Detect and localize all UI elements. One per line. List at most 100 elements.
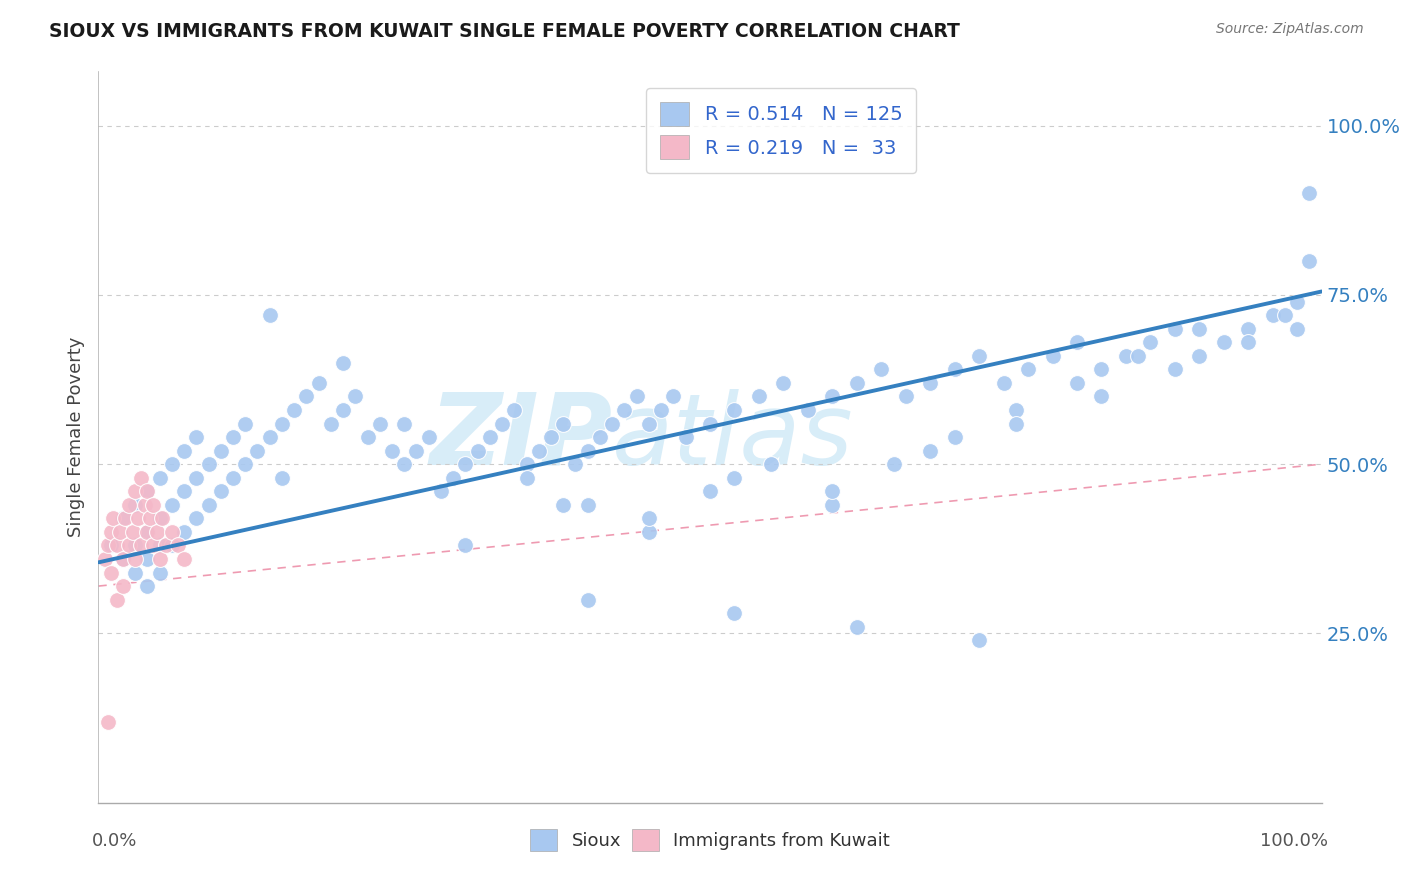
Point (118, 498, 141, 512)
Point (124, 498, 146, 512)
Point (553, 417, 575, 431)
Point (160, 538, 183, 552)
Point (121, 524, 143, 539)
Point (344, 389, 367, 403)
Point (894, 389, 917, 403)
Point (515, 457, 537, 471)
Point (222, 471, 245, 485)
Point (160, 457, 183, 471)
Point (1274, 308, 1296, 322)
Point (111, 552, 134, 566)
Point (149, 538, 172, 552)
Text: Source: ZipAtlas.com: Source: ZipAtlas.com (1216, 22, 1364, 37)
Point (186, 471, 208, 485)
Point (114, 511, 136, 525)
Point (576, 592, 599, 607)
Point (283, 403, 305, 417)
Point (136, 552, 159, 566)
Point (761, 457, 783, 471)
Point (134, 498, 156, 512)
Point (105, 538, 128, 552)
Text: 100.0%: 100.0% (1260, 832, 1327, 850)
Point (1261, 308, 1284, 322)
Point (600, 417, 623, 431)
Point (723, 471, 745, 485)
Point (160, 524, 183, 539)
Point (626, 389, 648, 403)
Point (845, 620, 868, 634)
Point (124, 566, 146, 580)
Point (967, 633, 990, 648)
Point (967, 349, 990, 363)
Point (100, 566, 122, 580)
Point (136, 524, 159, 539)
Point (748, 389, 770, 403)
Point (381, 443, 404, 458)
Point (1004, 403, 1026, 417)
Point (1188, 349, 1211, 363)
Point (845, 376, 868, 390)
Point (1090, 362, 1112, 376)
Point (149, 566, 172, 580)
Point (111, 579, 134, 593)
Legend: Sioux, Immigrants from Kuwait: Sioux, Immigrants from Kuwait (522, 820, 898, 860)
Point (222, 430, 245, 444)
Point (139, 511, 162, 525)
Point (1066, 376, 1088, 390)
Point (124, 538, 146, 552)
Point (430, 484, 453, 499)
Point (295, 389, 318, 403)
Point (1212, 335, 1234, 350)
Point (270, 417, 294, 431)
Point (173, 443, 195, 458)
Point (246, 443, 269, 458)
Point (540, 430, 562, 444)
Point (1042, 349, 1064, 363)
Point (186, 430, 208, 444)
Point (503, 403, 526, 417)
Text: 0.0%: 0.0% (93, 832, 138, 850)
Point (467, 443, 489, 458)
Point (186, 511, 208, 525)
Point (1286, 322, 1309, 336)
Point (920, 376, 942, 390)
Text: SIOUX VS IMMIGRANTS FROM KUWAIT SINGLE FEMALE POVERTY CORRELATION CHART: SIOUX VS IMMIGRANTS FROM KUWAIT SINGLE F… (49, 22, 960, 41)
Point (723, 606, 745, 620)
Point (111, 511, 134, 525)
Point (662, 389, 685, 403)
Point (149, 511, 172, 525)
Point (870, 362, 893, 376)
Point (1115, 349, 1137, 363)
Point (478, 430, 501, 444)
Point (920, 443, 942, 458)
Point (637, 511, 661, 525)
Point (491, 417, 513, 431)
Point (1066, 335, 1088, 350)
Point (100, 524, 122, 539)
Point (392, 457, 416, 471)
Point (405, 443, 427, 458)
Point (233, 457, 256, 471)
Text: atlas: atlas (612, 389, 853, 485)
Point (136, 579, 159, 593)
Point (392, 417, 416, 431)
Point (1128, 349, 1150, 363)
Point (127, 511, 149, 525)
Point (136, 524, 159, 539)
Point (418, 430, 440, 444)
Point (368, 417, 391, 431)
Point (173, 524, 195, 539)
Y-axis label: Single Female Poverty: Single Female Poverty (66, 337, 84, 537)
Point (797, 403, 820, 417)
Point (167, 538, 190, 552)
Point (129, 471, 152, 485)
Point (136, 484, 159, 499)
Point (259, 308, 281, 322)
Point (97, 714, 120, 729)
Point (124, 552, 146, 566)
Point (150, 511, 173, 525)
Point (332, 403, 354, 417)
Point (118, 538, 141, 552)
Point (1188, 322, 1211, 336)
Point (124, 484, 146, 499)
